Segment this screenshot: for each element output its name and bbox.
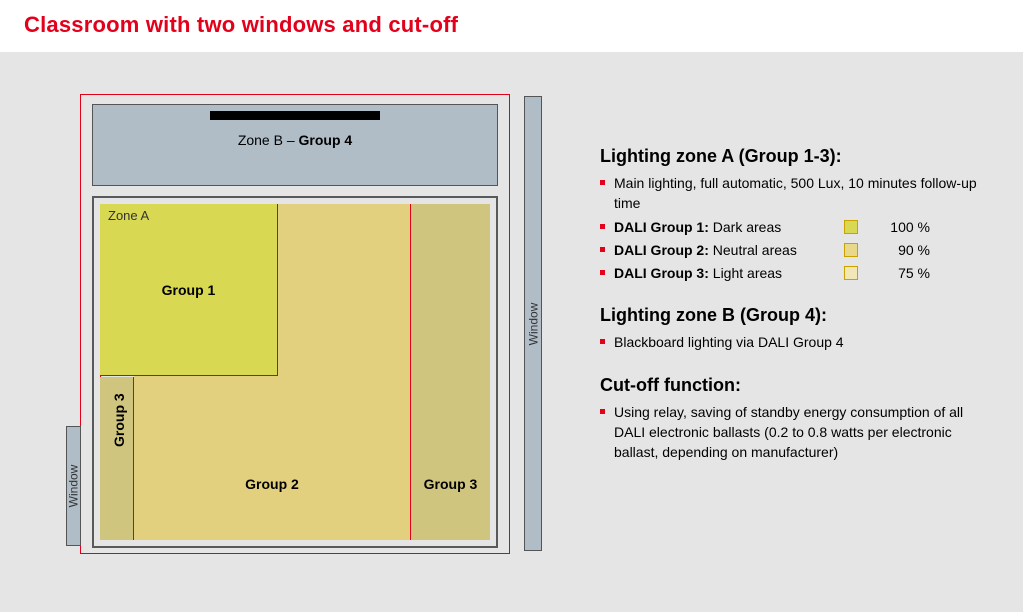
dali-group-bold: DALI Group 3:	[614, 265, 709, 281]
group-3-left-label: Group 3	[111, 377, 127, 447]
group-3-right-label: Group 3	[424, 476, 478, 492]
group-3-right-region: Group 3	[410, 204, 490, 540]
list-item: DALI Group 1: Dark areas 100 %	[600, 217, 993, 237]
group-3-left-region: Group 3	[100, 377, 134, 540]
cutoff-list: Using relay, saving of standby energy co…	[600, 402, 993, 463]
page-title: Classroom with two windows and cut-off	[0, 0, 1023, 38]
cutoff-heading: Cut-off function:	[600, 375, 993, 396]
zone-a-heading: Lighting zone A (Group 1-3):	[600, 146, 993, 167]
pct-value: 90 %	[880, 240, 930, 260]
list-item: DALI Group 2: Neutral areas 90 %	[600, 240, 993, 260]
zone-b-heading: Lighting zone B (Group 4):	[600, 305, 993, 326]
swatch-icon	[844, 220, 858, 234]
list-item: DALI Group 3: Light areas 75 %	[600, 263, 993, 283]
group-2-label: Group 2	[245, 476, 299, 492]
group-1-region: Group 1	[100, 204, 278, 376]
list-item: Using relay, saving of standby energy co…	[600, 402, 993, 463]
dali-group-rest: Light areas	[709, 265, 782, 281]
zone-b-group: Group 4	[299, 132, 353, 148]
dali-group-rest: Dark areas	[709, 219, 781, 235]
dali-group-bold: DALI Group 2:	[614, 242, 709, 258]
window-left-label: Window	[67, 465, 81, 508]
zone-a-list: Main lighting, full automatic, 500 Lux, …	[600, 173, 993, 283]
list-item: Blackboard lighting via DALI Group 4	[600, 332, 993, 352]
classroom-diagram: Zone B – Group 4 Group 2 Group 3 Group 3…	[60, 74, 540, 574]
zone-a-box: Group 2 Group 3 Group 3 Group 1 Zone A	[92, 196, 498, 548]
window-left: Window	[66, 426, 81, 546]
swatch-icon	[844, 266, 858, 280]
pct-value: 75 %	[880, 263, 930, 283]
window-right: Window	[524, 96, 542, 551]
list-item: Main lighting, full automatic, 500 Lux, …	[600, 173, 993, 214]
group-1-label: Group 1	[162, 282, 216, 298]
zone-b-list: Blackboard lighting via DALI Group 4	[600, 332, 993, 352]
content-panel: Zone B – Group 4 Group 2 Group 3 Group 3…	[0, 52, 1023, 612]
zone-b-label: Zone B – Group 4	[238, 132, 352, 148]
zone-b: Zone B – Group 4	[92, 104, 498, 186]
swatch-icon	[844, 243, 858, 257]
dali-group-bold: DALI Group 1:	[614, 219, 709, 235]
pct-value: 100 %	[880, 217, 930, 237]
zone-a-title: Zone A	[108, 208, 149, 223]
zone-b-prefix: Zone B –	[238, 132, 299, 148]
description-panel: Lighting zone A (Group 1-3): Main lighti…	[540, 74, 993, 612]
dali-group-rest: Neutral areas	[709, 242, 797, 258]
window-right-label: Window	[526, 302, 540, 345]
blackboard-icon	[210, 111, 380, 120]
